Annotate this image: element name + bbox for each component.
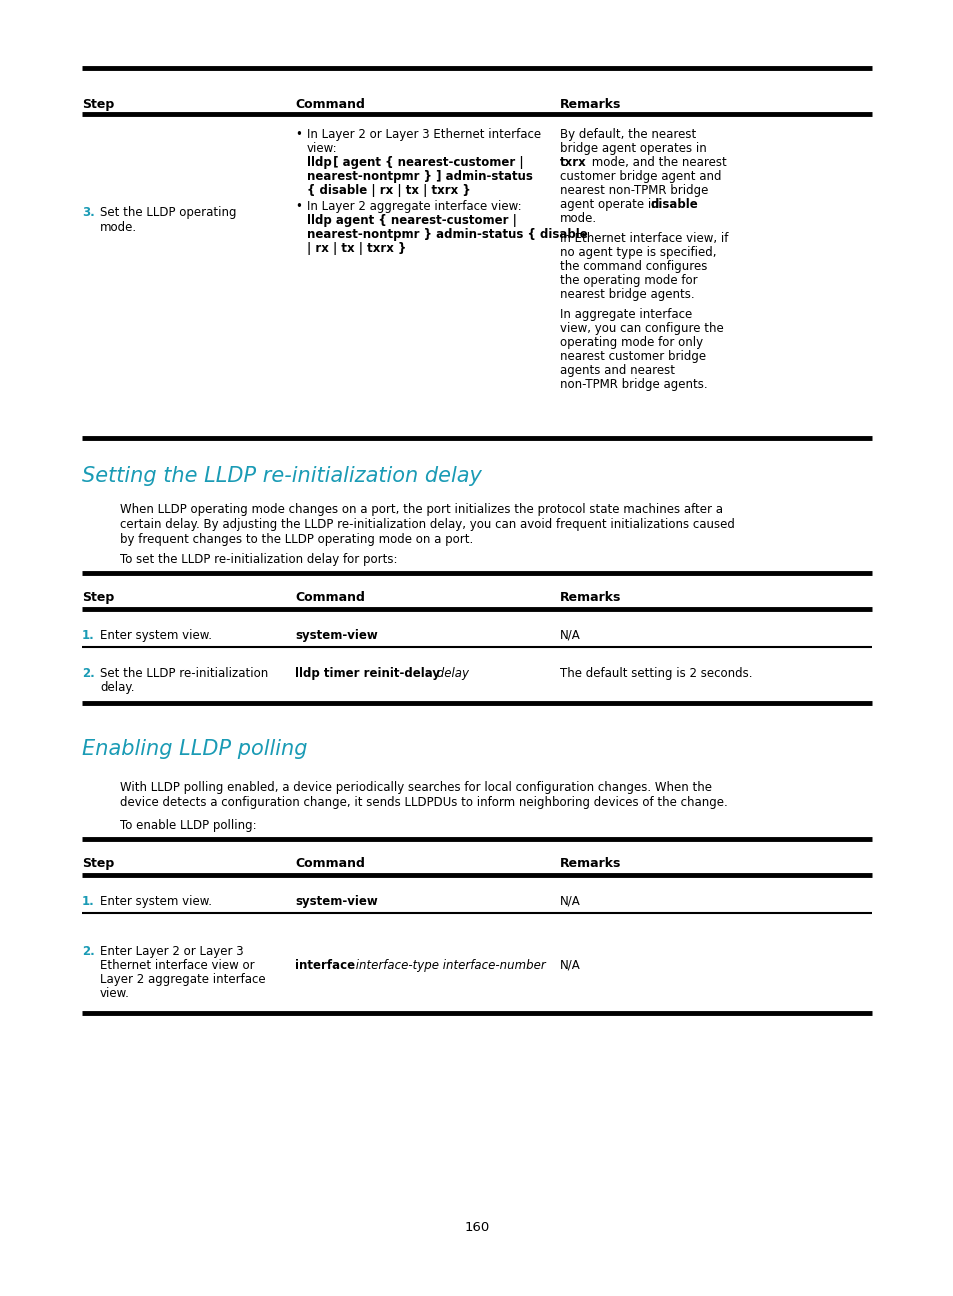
Text: interface: interface bbox=[294, 959, 355, 972]
Text: txrx: txrx bbox=[559, 156, 586, 168]
Text: no agent type is specified,: no agent type is specified, bbox=[559, 246, 716, 259]
Text: In Layer 2 or Layer 3 Ethernet interface: In Layer 2 or Layer 3 Ethernet interface bbox=[307, 128, 540, 141]
Text: •: • bbox=[294, 200, 301, 213]
Text: Step: Step bbox=[82, 591, 114, 604]
Text: Setting the LLDP re-initialization delay: Setting the LLDP re-initialization delay bbox=[82, 467, 481, 486]
Text: nearest-nontpmr } admin-status { disable: nearest-nontpmr } admin-status { disable bbox=[307, 228, 587, 241]
Text: non-TPMR bridge agents.: non-TPMR bridge agents. bbox=[559, 378, 707, 391]
Text: Layer 2 aggregate interface: Layer 2 aggregate interface bbox=[100, 973, 265, 986]
Text: 2.: 2. bbox=[82, 667, 94, 680]
Text: Command: Command bbox=[294, 98, 364, 111]
Text: 3.: 3. bbox=[82, 206, 94, 219]
Text: 1.: 1. bbox=[82, 896, 94, 908]
Text: Step: Step bbox=[82, 857, 114, 870]
Text: interface-type interface-number: interface-type interface-number bbox=[352, 959, 545, 972]
Text: To enable LLDP polling:: To enable LLDP polling: bbox=[120, 819, 256, 832]
Text: mode.: mode. bbox=[559, 213, 597, 226]
Text: lldp: lldp bbox=[307, 156, 332, 168]
Text: device detects a configuration change, it sends LLDPDUs to inform neighboring de: device detects a configuration change, i… bbox=[120, 796, 727, 809]
Text: | rx | tx | txrx }: | rx | tx | txrx } bbox=[307, 242, 406, 255]
Text: lldp timer reinit-delay: lldp timer reinit-delay bbox=[294, 667, 439, 680]
Text: When LLDP operating mode changes on a port, the port initializes the protocol st: When LLDP operating mode changes on a po… bbox=[120, 503, 722, 516]
Text: the command configures: the command configures bbox=[559, 260, 706, 273]
Text: Enter system view.: Enter system view. bbox=[100, 896, 212, 908]
Text: Set the LLDP operating: Set the LLDP operating bbox=[100, 206, 236, 219]
Text: Command: Command bbox=[294, 591, 364, 604]
Text: Set the LLDP re-initialization: Set the LLDP re-initialization bbox=[100, 667, 268, 680]
Text: 160: 160 bbox=[464, 1221, 489, 1234]
Text: Ethernet interface view or: Ethernet interface view or bbox=[100, 959, 254, 972]
Text: system-view: system-view bbox=[294, 629, 377, 642]
Text: agents and nearest: agents and nearest bbox=[559, 364, 675, 377]
Text: lldp agent { nearest-customer |: lldp agent { nearest-customer | bbox=[307, 214, 517, 227]
Text: In Ethernet interface view, if: In Ethernet interface view, if bbox=[559, 232, 727, 245]
Text: •: • bbox=[294, 128, 301, 141]
Text: Enter Layer 2 or Layer 3: Enter Layer 2 or Layer 3 bbox=[100, 945, 243, 958]
Text: nearest bridge agents.: nearest bridge agents. bbox=[559, 288, 694, 301]
Text: disable: disable bbox=[650, 198, 698, 211]
Text: nearest non-TPMR bridge: nearest non-TPMR bridge bbox=[559, 184, 708, 197]
Text: Step: Step bbox=[82, 98, 114, 111]
Text: With LLDP polling enabled, a device periodically searches for local configuratio: With LLDP polling enabled, a device peri… bbox=[120, 781, 711, 794]
Text: nearest-nontpmr } ] admin-status: nearest-nontpmr } ] admin-status bbox=[307, 170, 533, 183]
Text: To set the LLDP re-initialization delay for ports:: To set the LLDP re-initialization delay … bbox=[120, 553, 397, 566]
Text: by frequent changes to the LLDP operating mode on a port.: by frequent changes to the LLDP operatin… bbox=[120, 533, 473, 546]
Text: 2.: 2. bbox=[82, 945, 94, 958]
Text: system-view: system-view bbox=[294, 896, 377, 908]
Text: Remarks: Remarks bbox=[559, 591, 620, 604]
Text: In aggregate interface: In aggregate interface bbox=[559, 308, 692, 321]
Text: N/A: N/A bbox=[559, 896, 580, 908]
Text: certain delay. By adjusting the LLDP re-initialization delay, you can avoid freq: certain delay. By adjusting the LLDP re-… bbox=[120, 518, 734, 531]
Text: N/A: N/A bbox=[559, 629, 580, 642]
Text: Remarks: Remarks bbox=[559, 857, 620, 870]
Text: delay: delay bbox=[433, 667, 469, 680]
Text: { disable | rx | tx | txrx }: { disable | rx | tx | txrx } bbox=[307, 184, 470, 197]
Text: Enter system view.: Enter system view. bbox=[100, 629, 212, 642]
Text: the operating mode for: the operating mode for bbox=[559, 273, 697, 286]
Text: nearest customer bridge: nearest customer bridge bbox=[559, 350, 705, 363]
Text: view.: view. bbox=[100, 988, 130, 1001]
Text: N/A: N/A bbox=[559, 959, 580, 972]
Text: The default setting is 2 seconds.: The default setting is 2 seconds. bbox=[559, 667, 752, 680]
Text: operating mode for only: operating mode for only bbox=[559, 336, 702, 349]
Text: mode.: mode. bbox=[100, 222, 137, 235]
Text: 1.: 1. bbox=[82, 629, 94, 642]
Text: [ agent { nearest-customer |: [ agent { nearest-customer | bbox=[329, 156, 523, 168]
Text: mode, and the nearest: mode, and the nearest bbox=[587, 156, 726, 168]
Text: customer bridge agent and: customer bridge agent and bbox=[559, 170, 720, 183]
Text: Enabling LLDP polling: Enabling LLDP polling bbox=[82, 739, 307, 759]
Text: agent operate in: agent operate in bbox=[559, 198, 661, 211]
Text: view, you can configure the: view, you can configure the bbox=[559, 321, 723, 334]
Text: In Layer 2 aggregate interface view:: In Layer 2 aggregate interface view: bbox=[307, 200, 521, 213]
Text: Remarks: Remarks bbox=[559, 98, 620, 111]
Text: Command: Command bbox=[294, 857, 364, 870]
Text: delay.: delay. bbox=[100, 680, 134, 693]
Text: bridge agent operates in: bridge agent operates in bbox=[559, 143, 706, 156]
Text: view:: view: bbox=[307, 143, 337, 156]
Text: By default, the nearest: By default, the nearest bbox=[559, 128, 696, 141]
